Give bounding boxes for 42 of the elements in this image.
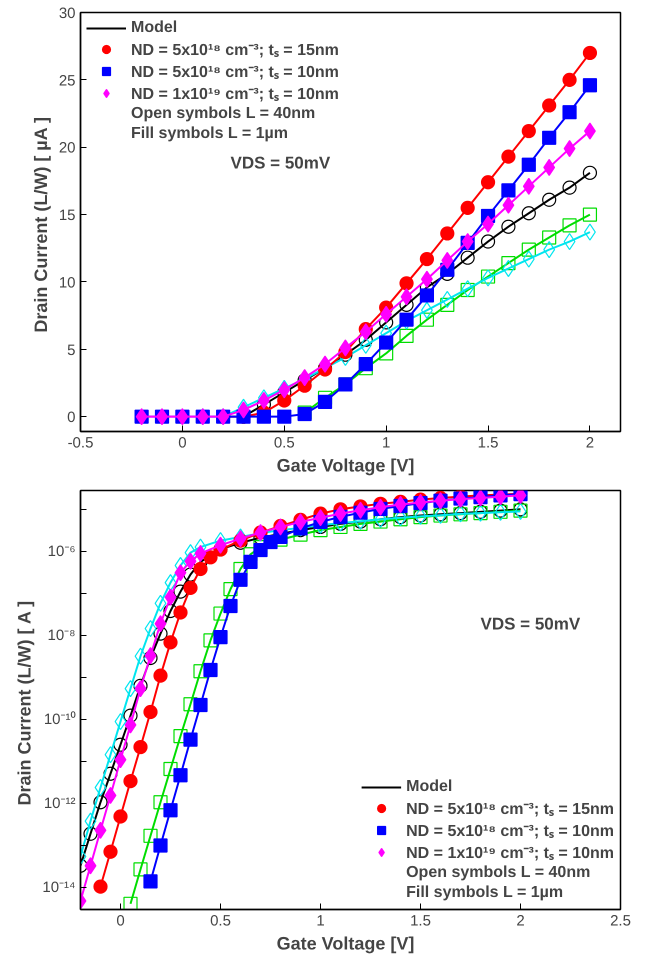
annotation: Open symbols L = 40nm [406,864,590,882]
x-tick-label: 1 [316,912,325,930]
x-tick-label: 2 [586,434,594,452]
legend-label: ND = 5x10¹⁸ cm⁻³; tₛ = 15nm [131,41,339,60]
x-tick-label: 0.5 [210,912,231,930]
x-tick-label: 1 [382,434,390,452]
x-tick-label: 2 [516,912,525,930]
annotation: Fill symbols L = 1µm [406,884,564,902]
x-tick-label: 0.5 [274,434,295,452]
y-tick-label: 10 [58,274,76,292]
annotation: Open symbols L = 40nm [131,105,316,123]
y-tick-label: 10⁻¹² [44,794,76,812]
y-tick-label: 20 [58,140,76,157]
annotation: Model [131,19,178,37]
y-tick-label: 30 [58,5,76,22]
y-axis-title: Drain Current (L/W) [ A ] [14,600,34,806]
x-tick-label: 1.5 [410,912,431,930]
annotation: Fill symbols L = 1µm [131,125,288,143]
annotation: VDS = 50mV [230,153,331,172]
legend-label: ND = 1x10¹⁹ cm⁻³; tₛ = 10nm [131,85,339,104]
y-tick-label: 5 [67,342,76,359]
x-axis-title: Gate Voltage [V] [276,456,414,476]
y-tick-label: 10⁻¹⁴ [42,879,76,896]
x-tick-label: 2.5 [610,912,631,930]
x-tick-label: 0 [178,434,187,452]
y-tick-label: 25 [58,72,76,90]
x-tick-label: 1.5 [478,434,498,452]
legend-label: ND = 5x10¹⁸ cm⁻³; tₛ = 10nm [131,63,339,82]
y-tick-label: 0 [67,409,76,426]
x-axis-title: Gate Voltage [V] [276,934,414,954]
x-tick-label: -0.5 [68,434,94,452]
y-tick-label: 10⁻⁶ [48,542,76,560]
legend-label: ND = 1x10¹⁹ cm⁻³; tₛ = 10nm [406,844,614,863]
annotation: VDS = 50mV [480,614,581,634]
y-tick-label: 10⁻¹⁰ [44,710,76,728]
x-tick-label: 0 [116,912,125,930]
annotation: Model [406,778,452,796]
y-axis-title: Drain Current (L/W) [ µA ] [30,116,51,333]
legend-label: ND = 5x10¹⁸ cm⁻³; tₛ = 15nm [406,800,614,819]
legend-label: ND = 5x10¹⁸ cm⁻³; tₛ = 10nm [406,822,614,841]
y-tick-label: 15 [58,207,76,224]
y-tick-label: 10⁻⁸ [47,626,76,644]
